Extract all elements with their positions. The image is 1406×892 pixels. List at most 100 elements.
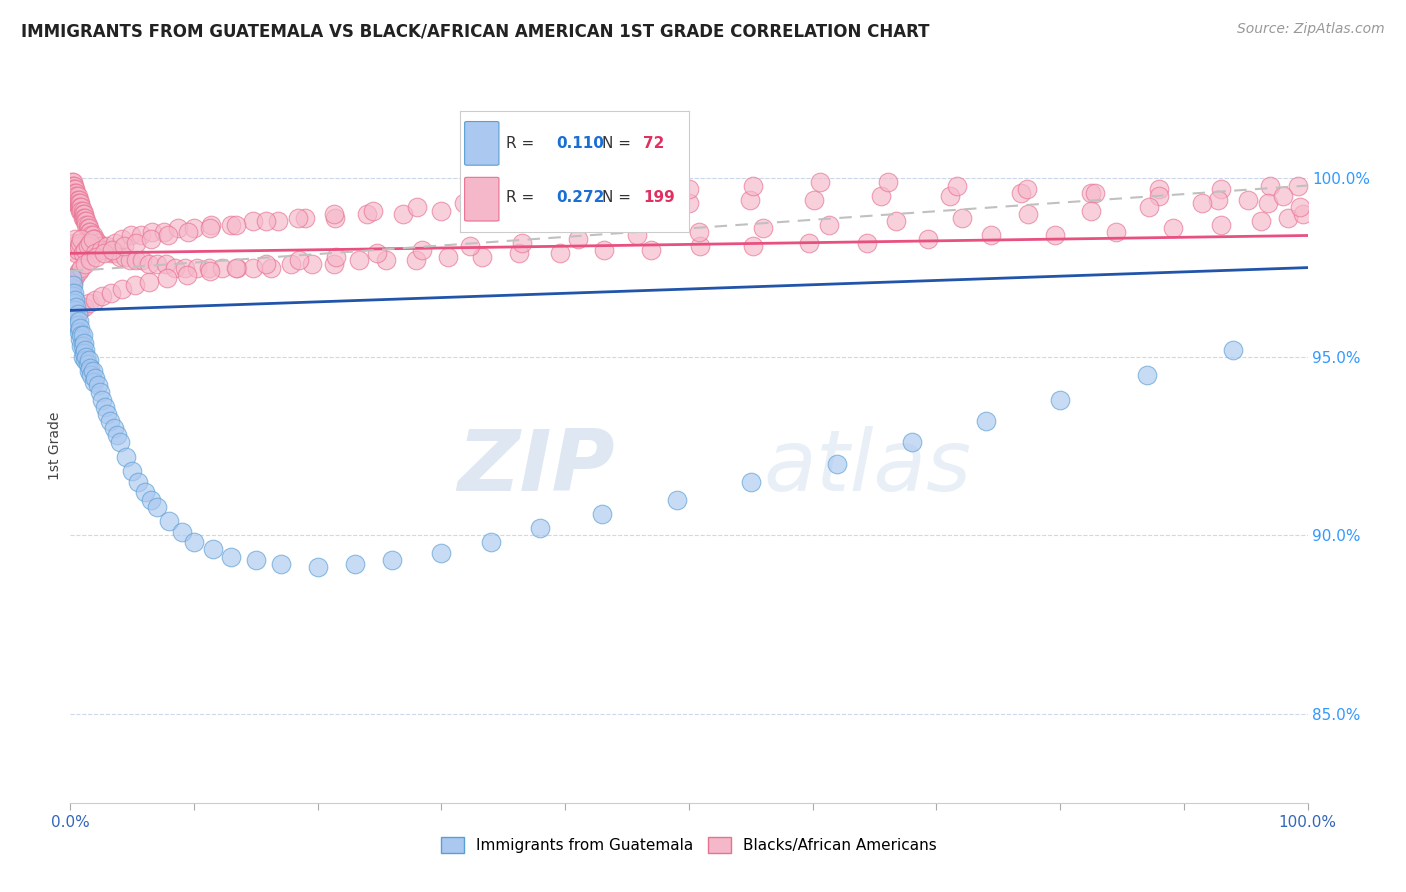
Point [89, 385, 111, 400]
Point [1237, 193, 1260, 207]
Point [67, 196, 90, 211]
Point [65, 232, 87, 246]
Y-axis label: 1st Grade: 1st Grade [48, 412, 62, 480]
Point [65, 193, 87, 207]
Point [517, 200, 540, 214]
Point [70, 200, 93, 214]
Point [84, 293, 107, 307]
Point [65, 300, 87, 314]
Point [1015, 182, 1038, 196]
Point [174, 260, 197, 275]
Point [225, 218, 247, 232]
Point [79, 225, 101, 239]
Point [201, 542, 224, 557]
Point [69, 196, 91, 211]
Point [96, 243, 118, 257]
Point [678, 196, 700, 211]
Point [82, 232, 104, 246]
Point [111, 232, 134, 246]
Point [65, 268, 87, 282]
Point [219, 549, 242, 564]
Point [1209, 182, 1232, 196]
Point [1010, 186, 1032, 200]
Point [62, 278, 84, 293]
Point [75, 214, 97, 228]
Point [1017, 207, 1039, 221]
Point [66, 243, 89, 257]
Point [200, 218, 222, 232]
Point [65, 186, 87, 200]
Point [946, 178, 969, 193]
Point [72, 203, 94, 218]
Point [90, 243, 112, 257]
Point [60, 271, 83, 285]
Point [129, 228, 152, 243]
Point [1286, 178, 1309, 193]
Point [82, 364, 104, 378]
Point [69, 203, 91, 218]
Point [529, 521, 551, 535]
Point [568, 200, 591, 214]
Point [742, 239, 765, 253]
Point [363, 203, 385, 218]
Point [678, 182, 700, 196]
Point [60, 285, 83, 300]
Point [84, 250, 107, 264]
Point [112, 239, 135, 253]
Point [177, 225, 200, 239]
Point [508, 246, 530, 260]
Point [65, 186, 87, 200]
Point [60, 186, 83, 200]
Point [366, 246, 388, 260]
Point [405, 200, 427, 214]
Point [1222, 343, 1244, 357]
Point [689, 239, 711, 253]
Point [77, 364, 100, 378]
Point [77, 296, 100, 310]
Text: ZIP: ZIP [457, 425, 614, 509]
Point [70, 232, 93, 246]
Point [458, 239, 481, 253]
Point [156, 271, 179, 285]
Point [591, 507, 613, 521]
Point [73, 346, 96, 360]
Point [1191, 196, 1213, 211]
Point [63, 189, 86, 203]
Legend: Immigrants from Guatemala, Blacks/African Americans: Immigrants from Guatemala, Blacks/Africa… [434, 831, 943, 859]
Point [62, 178, 84, 193]
Point [62, 189, 84, 203]
Point [60, 175, 83, 189]
Point [797, 235, 820, 250]
Point [76, 239, 98, 253]
Point [79, 253, 101, 268]
Point [211, 260, 233, 275]
Point [63, 285, 86, 300]
Point [626, 228, 648, 243]
Point [69, 332, 91, 346]
Point [1049, 392, 1071, 407]
Point [198, 260, 221, 275]
Point [118, 253, 141, 268]
Point [738, 193, 761, 207]
Point [198, 221, 221, 235]
Point [91, 289, 114, 303]
Point [1043, 228, 1066, 243]
Point [65, 193, 87, 207]
Point [254, 214, 277, 228]
Point [1277, 211, 1299, 225]
Point [567, 232, 589, 246]
Point [430, 546, 453, 560]
Point [70, 328, 93, 343]
Point [157, 514, 180, 528]
Point [72, 211, 94, 225]
Point [503, 193, 526, 207]
Point [75, 350, 97, 364]
Point [91, 239, 114, 253]
Point [974, 414, 997, 428]
Point [69, 321, 91, 335]
Point [1147, 182, 1170, 196]
Point [91, 392, 114, 407]
Point [125, 253, 148, 268]
Point [270, 557, 292, 571]
Point [62, 182, 84, 196]
